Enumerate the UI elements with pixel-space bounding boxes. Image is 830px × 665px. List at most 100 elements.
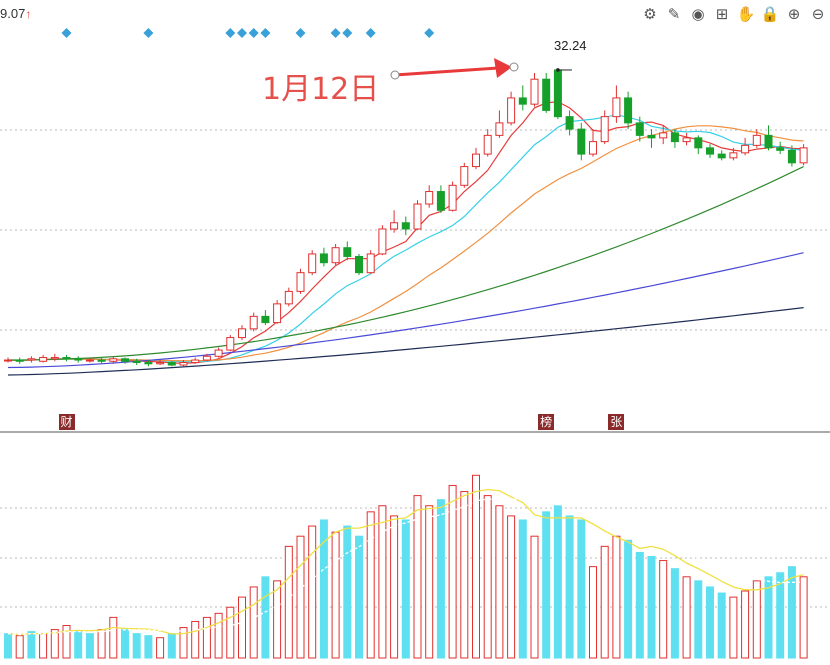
signal-marker bbox=[295, 28, 306, 38]
candle-body bbox=[624, 97, 633, 124]
volume-bar bbox=[518, 519, 527, 659]
volume-bar bbox=[682, 576, 691, 659]
candle-body bbox=[378, 228, 387, 255]
annotation-arrow-head bbox=[494, 58, 512, 78]
candle-body bbox=[214, 349, 223, 357]
candle-body bbox=[179, 362, 188, 366]
volume-bar bbox=[729, 596, 738, 659]
volume-bar bbox=[308, 525, 317, 659]
volume-ma10-line bbox=[7, 498, 804, 636]
volume-bar bbox=[776, 572, 785, 659]
volume-bar bbox=[425, 505, 434, 659]
volume-bar bbox=[764, 576, 773, 659]
candle-body bbox=[776, 147, 785, 151]
volume-bar bbox=[296, 535, 305, 659]
settings-icon[interactable]: ⚙ bbox=[643, 5, 657, 23]
candle-body bbox=[401, 222, 410, 230]
signal-marker bbox=[330, 28, 341, 38]
candle-body bbox=[436, 191, 445, 211]
candle-body bbox=[799, 147, 808, 164]
candle-body bbox=[238, 328, 246, 339]
candle-body bbox=[167, 362, 176, 366]
chart-toolbar: ⚙ ✎ ◉ ⊞ ✋ 🔒 ⊕ ⊖ bbox=[640, 4, 828, 24]
annotation-anchor-start bbox=[390, 70, 400, 80]
eye-icon[interactable]: ◉ bbox=[691, 5, 705, 23]
volume-bar bbox=[612, 535, 621, 659]
volume-bar bbox=[238, 596, 246, 659]
candle-body bbox=[156, 362, 165, 365]
candle-body bbox=[565, 116, 574, 130]
volume-bar bbox=[542, 511, 551, 659]
candle-body bbox=[752, 134, 761, 146]
candle-body bbox=[4, 359, 12, 362]
candle-body bbox=[495, 122, 504, 136]
candle-body bbox=[729, 152, 738, 159]
volume-bar bbox=[74, 631, 83, 659]
candle-body bbox=[273, 303, 282, 324]
candle-body bbox=[85, 359, 94, 362]
toolbox-icon[interactable]: ⊞ bbox=[715, 5, 729, 23]
candle-body bbox=[249, 315, 258, 330]
volume-bar bbox=[413, 495, 422, 659]
candle-body bbox=[132, 360, 141, 364]
volume-bar bbox=[85, 633, 94, 659]
volume-bar bbox=[156, 637, 165, 659]
volume-bar bbox=[179, 627, 188, 659]
event-tag-finance[interactable]: 财 bbox=[58, 414, 75, 430]
pen-icon[interactable]: ✎ bbox=[667, 5, 681, 23]
signal-marker bbox=[143, 28, 154, 38]
candle-body bbox=[425, 191, 434, 205]
signal-marker bbox=[424, 28, 435, 38]
candle-body bbox=[542, 78, 551, 111]
candle-body bbox=[706, 147, 714, 155]
signal-marker bbox=[237, 28, 247, 38]
candle-body bbox=[682, 137, 691, 143]
volume-bar bbox=[97, 629, 106, 659]
candle-body bbox=[670, 132, 679, 143]
hand-icon[interactable]: ✋ bbox=[736, 5, 756, 23]
candle-body bbox=[448, 184, 457, 211]
volume-bar bbox=[4, 633, 12, 659]
volume-bar bbox=[589, 566, 597, 659]
lock-icon[interactable]: 🔒 bbox=[760, 5, 780, 23]
candle-body bbox=[553, 69, 562, 118]
candle-body bbox=[612, 97, 621, 118]
volume-bar bbox=[191, 620, 200, 659]
candle-body bbox=[97, 359, 106, 362]
volume-bar bbox=[635, 551, 644, 659]
volume-bar bbox=[436, 499, 445, 659]
ma60-line bbox=[8, 166, 804, 361]
volume-bar bbox=[261, 576, 270, 659]
signal-marker bbox=[342, 28, 353, 38]
zoom-out-icon[interactable]: ⊖ bbox=[811, 5, 825, 23]
ma120-line bbox=[7, 252, 804, 369]
event-tag-limit-up[interactable]: 张 bbox=[608, 414, 625, 430]
candle-body bbox=[589, 141, 597, 155]
volume-bar bbox=[659, 560, 668, 659]
volume-bar bbox=[378, 505, 387, 659]
volume-bar bbox=[214, 612, 223, 659]
volume-bar bbox=[343, 525, 352, 659]
candle-body bbox=[331, 247, 340, 264]
signal-marker bbox=[260, 28, 271, 38]
volume-bar bbox=[319, 519, 328, 659]
event-tag-ranking[interactable]: 榜 bbox=[538, 414, 555, 430]
candle-body bbox=[15, 359, 24, 362]
candle-body bbox=[764, 134, 773, 149]
candle-body bbox=[308, 253, 317, 274]
candle-body bbox=[202, 355, 211, 361]
zoom-in-icon[interactable]: ⊕ bbox=[787, 5, 801, 23]
candle-body bbox=[530, 78, 539, 105]
volume-bar bbox=[109, 616, 118, 659]
candle-body bbox=[296, 272, 305, 292]
volume-bar bbox=[460, 491, 469, 659]
volume-ma5-line bbox=[7, 488, 804, 636]
date-annotation: 1月12日 bbox=[262, 72, 380, 107]
volume-bar bbox=[530, 535, 539, 659]
candle-body bbox=[787, 149, 796, 164]
volume-bar bbox=[39, 633, 48, 659]
volume-bar bbox=[741, 590, 750, 659]
volume-bar bbox=[401, 519, 410, 659]
